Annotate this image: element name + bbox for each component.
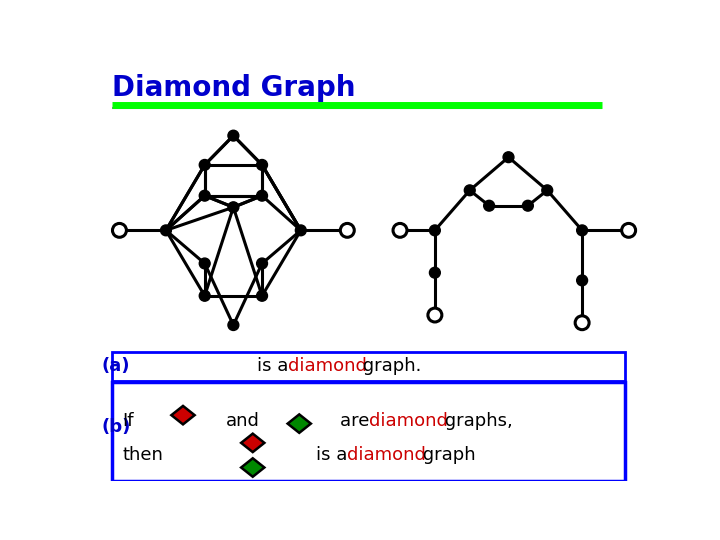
Polygon shape [241, 458, 264, 477]
Text: (a): (a) [102, 357, 130, 375]
Circle shape [256, 190, 267, 201]
Circle shape [256, 258, 267, 269]
Circle shape [220, 451, 228, 459]
Circle shape [577, 275, 588, 286]
Circle shape [233, 439, 241, 447]
Circle shape [232, 450, 243, 461]
Text: graphs,: graphs, [438, 411, 513, 429]
Circle shape [264, 439, 272, 447]
FancyBboxPatch shape [112, 352, 625, 381]
Circle shape [429, 267, 441, 278]
Circle shape [112, 224, 127, 237]
Circle shape [523, 200, 534, 211]
Circle shape [542, 185, 553, 195]
FancyBboxPatch shape [112, 382, 625, 481]
Circle shape [256, 159, 267, 170]
Circle shape [204, 450, 215, 461]
Circle shape [503, 152, 514, 163]
Circle shape [161, 225, 171, 236]
Circle shape [256, 291, 267, 301]
Text: diamond: diamond [287, 357, 366, 375]
Circle shape [191, 427, 202, 437]
Text: graph: graph [417, 446, 476, 464]
Circle shape [199, 291, 210, 301]
Circle shape [282, 414, 290, 421]
Polygon shape [241, 434, 264, 452]
Text: diamond: diamond [347, 446, 426, 464]
Text: is a: is a [316, 446, 354, 464]
Circle shape [309, 414, 316, 421]
Circle shape [428, 308, 442, 322]
Circle shape [199, 159, 210, 170]
Circle shape [279, 451, 286, 459]
Text: Diamond Graph: Diamond Graph [112, 74, 355, 102]
Circle shape [199, 190, 210, 201]
Text: then: then [122, 446, 163, 464]
Circle shape [295, 225, 306, 236]
Circle shape [228, 202, 239, 213]
Circle shape [429, 225, 441, 236]
Circle shape [577, 225, 588, 236]
Circle shape [228, 130, 239, 141]
Circle shape [393, 224, 407, 237]
Text: are: are [340, 411, 374, 429]
Circle shape [178, 361, 189, 372]
Polygon shape [171, 406, 194, 424]
Text: and: and [225, 411, 259, 429]
Text: graph.: graph. [357, 357, 422, 375]
Circle shape [307, 398, 318, 409]
Circle shape [264, 464, 272, 471]
Circle shape [164, 427, 175, 437]
Circle shape [290, 398, 301, 409]
Circle shape [166, 411, 174, 419]
Text: (b): (b) [102, 418, 131, 436]
Polygon shape [287, 414, 311, 433]
Circle shape [621, 224, 636, 237]
Circle shape [575, 316, 589, 330]
Circle shape [290, 450, 301, 461]
Text: diamond: diamond [369, 411, 448, 429]
Circle shape [233, 464, 241, 471]
Circle shape [199, 258, 210, 269]
Circle shape [129, 360, 141, 372]
Circle shape [484, 200, 495, 211]
Text: If: If [122, 411, 134, 429]
Text: is a: is a [256, 357, 294, 375]
Circle shape [225, 360, 238, 372]
Circle shape [228, 320, 239, 330]
Circle shape [341, 224, 354, 237]
Circle shape [192, 411, 200, 419]
Circle shape [263, 450, 274, 461]
Circle shape [464, 185, 475, 195]
